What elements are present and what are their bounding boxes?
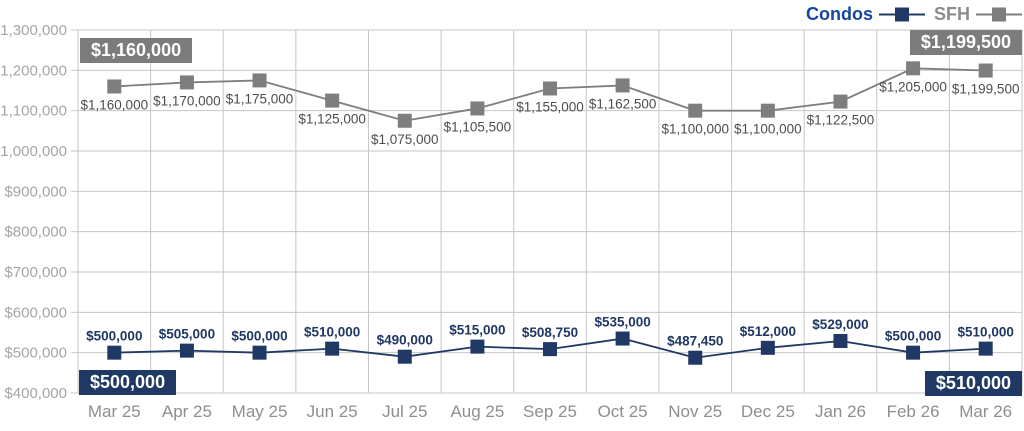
x-axis-label: Jun 25 (307, 402, 358, 421)
sfh-value-label: $1,105,500 (444, 119, 512, 134)
condos-data-point[interactable] (978, 341, 993, 356)
sfh-data-point[interactable] (760, 103, 775, 118)
sfh-value-label: $1,100,000 (661, 122, 729, 137)
sfh-value-label: $1,162,500 (589, 96, 657, 111)
condos-value-label: $515,000 (449, 323, 505, 338)
condos-data-point[interactable] (107, 345, 122, 360)
sfh-value-label: $1,075,000 (371, 132, 439, 147)
sfh-data-point[interactable] (615, 78, 630, 93)
sfh-data-point[interactable] (252, 73, 267, 88)
sfh-value-label: $1,175,000 (226, 91, 294, 106)
y-axis-label: $500,000 (4, 345, 67, 362)
sfh-value-label: $1,100,000 (734, 122, 802, 137)
condos-end-value-badge: $510,000 (924, 371, 1022, 396)
condos-data-point[interactable] (688, 350, 703, 365)
condos-data-point[interactable] (833, 333, 848, 348)
y-axis-label: $700,000 (4, 264, 67, 281)
condos-data-point[interactable] (397, 349, 412, 364)
condos-data-point[interactable] (470, 339, 485, 354)
condos-value-label: $487,450 (667, 334, 723, 349)
condos-value-label: $490,000 (377, 333, 433, 348)
sfh-start-value-badge: $1,160,000 (80, 38, 193, 63)
x-axis-label: Mar 26 (959, 402, 1012, 421)
sfh-data-point[interactable] (978, 63, 993, 78)
y-axis-label: $1,300,000 (0, 22, 67, 39)
condos-value-label: $510,000 (958, 325, 1014, 340)
sfh-data-point[interactable] (325, 93, 340, 108)
condos-data-point[interactable] (179, 343, 194, 358)
sfh-end-value-badge: $1,199,500 (909, 30, 1022, 55)
y-axis-label: $1,100,000 (0, 103, 67, 120)
condos-data-point[interactable] (543, 342, 557, 357)
x-axis-label: Mar 25 (88, 402, 141, 421)
condos-data-point[interactable] (906, 345, 921, 360)
x-axis-label: Dec 25 (741, 402, 795, 421)
sfh-data-point[interactable] (906, 61, 921, 76)
sfh-line-marker-icon (976, 7, 1022, 22)
x-axis-label: May 25 (232, 402, 288, 421)
condos-value-label: $512,000 (740, 324, 796, 339)
sfh-value-label: $1,122,500 (807, 113, 875, 128)
condos-value-label: $510,000 (304, 325, 360, 340)
condos-value-label: $500,000 (86, 329, 142, 344)
sfh-value-label: $1,125,000 (298, 112, 366, 127)
y-axis-label: $400,000 (4, 385, 67, 402)
x-axis-label: Apr 25 (162, 402, 212, 421)
legend-label-condos: Condos (806, 4, 873, 24)
legend-item-sfh[interactable]: SFH (934, 4, 1022, 25)
condos-data-point[interactable] (615, 331, 630, 346)
sfh-value-label: $1,160,000 (81, 97, 149, 112)
x-axis-label: Aug 25 (450, 402, 504, 421)
sfh-data-point[interactable] (397, 113, 412, 128)
y-axis-label: $600,000 (4, 304, 67, 321)
x-axis-label: Sep 25 (523, 402, 577, 421)
sfh-value-label: $1,199,500 (952, 82, 1020, 97)
condos-data-point[interactable] (325, 341, 340, 356)
x-axis-label: Oct 25 (598, 402, 648, 421)
y-axis-label: $800,000 (4, 224, 67, 241)
condos-start-value-badge: $500,000 (79, 370, 177, 395)
x-axis-label: Jan 26 (815, 402, 866, 421)
x-axis-label: Nov 25 (668, 402, 722, 421)
sfh-data-point[interactable] (688, 103, 703, 118)
condos-value-label: $529,000 (812, 317, 868, 332)
condos-value-label: $535,000 (594, 315, 650, 330)
sfh-data-point[interactable] (179, 75, 194, 90)
sfh-data-point[interactable] (107, 79, 122, 94)
condos-value-label: $500,000 (231, 329, 287, 344)
condos-value-label: $505,000 (159, 327, 215, 342)
chart-legend: Condos SFH (806, 4, 1022, 25)
condos-value-label: $508,750 (522, 325, 578, 340)
sfh-data-point[interactable] (470, 101, 485, 116)
sfh-data-point[interactable] (543, 81, 557, 96)
legend-item-condos[interactable]: Condos (806, 4, 925, 25)
x-axis-label: Feb 26 (887, 402, 940, 421)
sfh-value-label: $1,170,000 (153, 93, 221, 108)
condos-data-point[interactable] (252, 345, 267, 360)
x-axis-label: Jul 25 (382, 402, 427, 421)
condos-line-marker-icon (879, 7, 925, 22)
condos-data-point[interactable] (760, 340, 775, 355)
y-axis-label: $1,000,000 (0, 143, 67, 160)
sfh-data-point[interactable] (833, 94, 848, 109)
y-axis-label: $1,200,000 (0, 62, 67, 79)
sfh-value-label: $1,205,000 (879, 79, 947, 94)
legend-label-sfh: SFH (934, 4, 970, 24)
sfh-value-label: $1,155,000 (516, 99, 584, 114)
y-axis-label: $900,000 (4, 183, 67, 200)
condos-value-label: $500,000 (885, 329, 941, 344)
